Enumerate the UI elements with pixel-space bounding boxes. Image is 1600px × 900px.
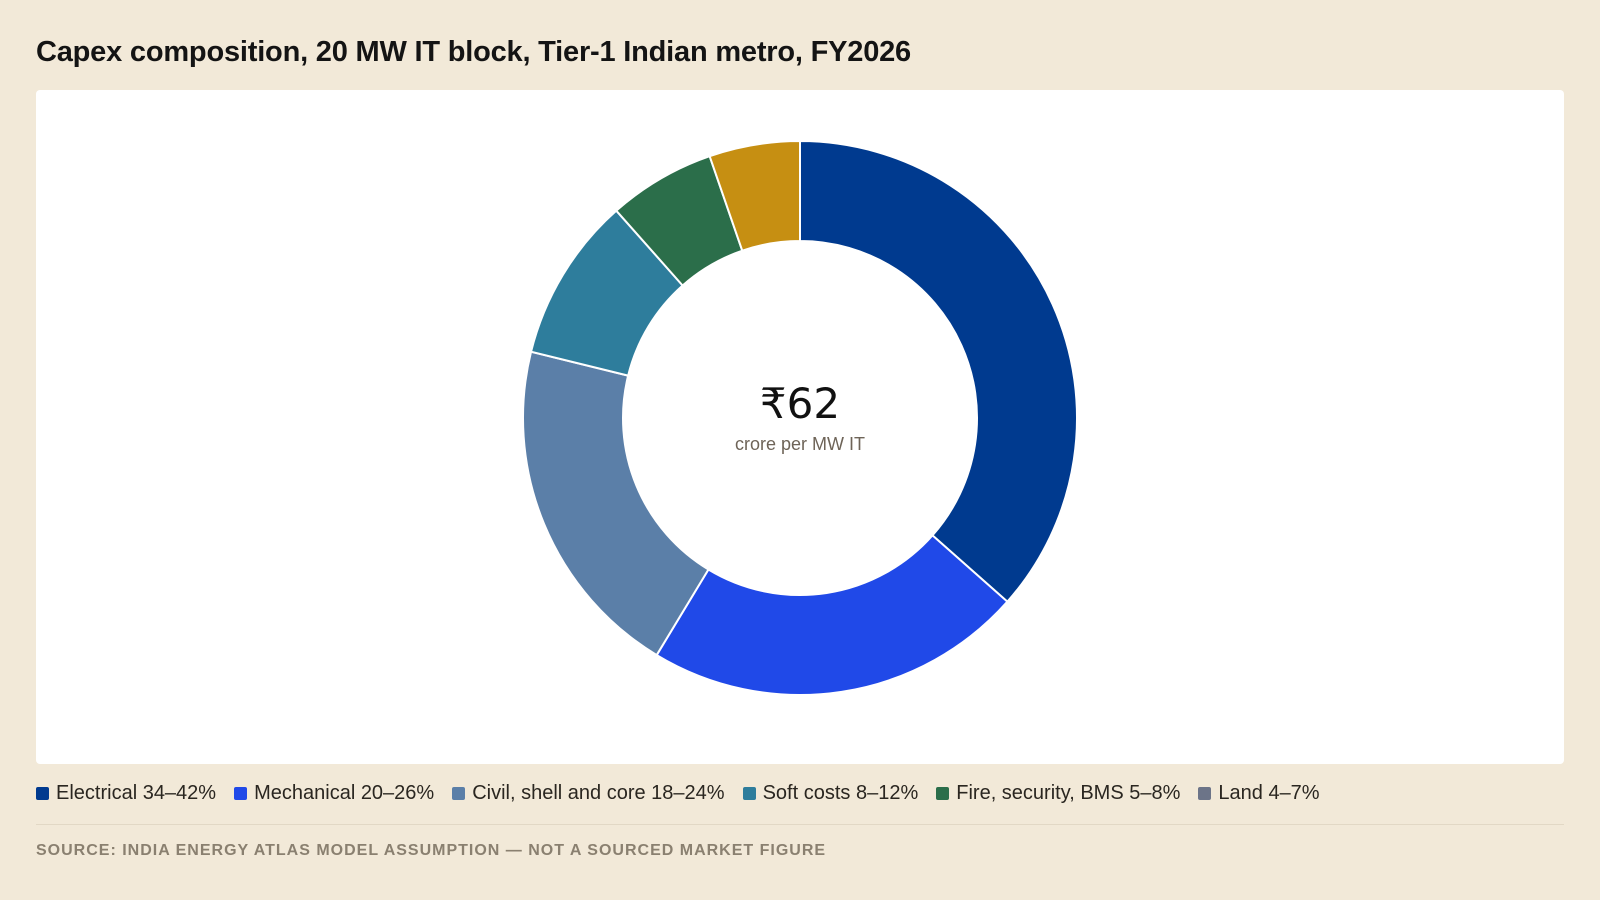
legend-swatch (1198, 787, 1212, 800)
legend-label: Electrical 34–42% (56, 782, 217, 804)
donut-slice-civil-shell-and-core (522, 350, 710, 657)
donut-slice-mechanical (655, 533, 1009, 696)
legend-label: Land 4–7% (1218, 782, 1320, 804)
chart-title: Capex composition, 20 MW IT block, Tier-… (36, 36, 911, 68)
legend-swatch (36, 787, 49, 800)
legend-item-mechanical: Mechanical 20–26% (234, 782, 434, 805)
legend-item-electrical: Electrical 34–42% (36, 782, 216, 805)
legend-item-civil: Civil, shell and core 18–24% (452, 782, 725, 805)
center-label: crore per MW IT (735, 434, 865, 454)
donut-chart: ₹62 crore per MW IT (522, 139, 1078, 696)
legend-swatch (234, 787, 248, 800)
chart-panel: ₹62 crore per MW IT (36, 90, 1564, 764)
legend-item-land: Land 4–7% (1198, 782, 1320, 805)
center-value: ₹62 (760, 379, 840, 428)
legend-swatch (742, 787, 756, 800)
chart-legend: Electrical 34–42% Mechanical 20–26% Civi… (36, 782, 1338, 805)
legend-item-soft-costs: Soft costs 8–12% (742, 782, 919, 805)
source-note: SOURCE: INDIA ENERGY ATLAS MODEL ASSUMPT… (36, 842, 827, 859)
legend-label: Soft costs 8–12% (762, 782, 919, 804)
legend-item-fire-security: Fire, security, BMS 5–8% (936, 782, 1180, 805)
footer-divider (36, 824, 1564, 825)
legend-label: Mechanical 20–26% (254, 782, 435, 804)
legend-label: Civil, shell and core 18–24% (472, 782, 725, 804)
donut-slice-land (708, 139, 801, 252)
legend-swatch (936, 787, 950, 800)
legend-label: Fire, security, BMS 5–8% (956, 782, 1181, 804)
legend-swatch (452, 787, 466, 800)
donut-slices (522, 139, 1078, 696)
donut-slice-electrical (799, 139, 1078, 604)
